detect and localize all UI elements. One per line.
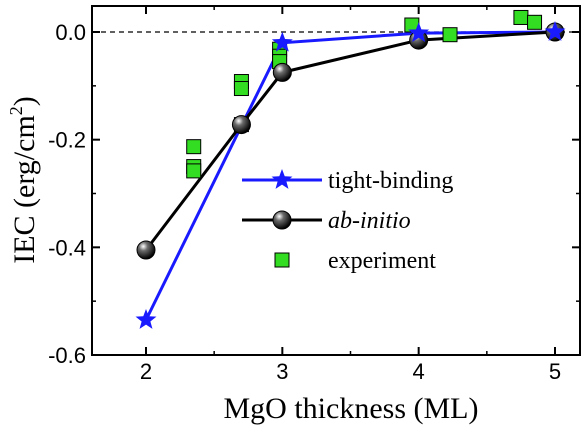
legend-label-experiment: experiment xyxy=(328,248,436,274)
legend-label-ab-initio: ab-initio xyxy=(328,208,411,234)
x-tick-label-4: 4 xyxy=(413,359,425,384)
y-tick-label-0: 0.0 xyxy=(55,20,86,45)
y-tick-label--0.4: -0.4 xyxy=(48,235,86,260)
data-point-experiment-10 xyxy=(442,27,458,43)
data-point-ab-initio-1 xyxy=(231,115,251,135)
legend-sphere-icon xyxy=(272,210,292,230)
y-tick-label--0.6: -0.6 xyxy=(48,343,86,368)
y-axis-title-close: ) xyxy=(8,96,41,106)
x-tick-label-5: 5 xyxy=(549,359,561,384)
x-axis-title: MgO thickness (ML) xyxy=(224,392,479,425)
data-point-tight-binding-3 xyxy=(544,21,566,41)
legend-item-tight-binding: tight-binding xyxy=(242,168,453,194)
x-tick-label-2: 2 xyxy=(140,359,152,384)
legend-item-ab-initio: ab-initio xyxy=(242,208,411,234)
data-point-experiment-11 xyxy=(513,9,529,25)
data-point-ab-initio-0 xyxy=(136,240,156,260)
data-point-experiment-2 xyxy=(186,163,202,179)
y-axis-title: IEC (erg/cm2) xyxy=(6,96,41,264)
series-line-tight-binding xyxy=(144,30,556,321)
data-point-experiment-0 xyxy=(186,139,202,155)
data-point-tight-binding-2 xyxy=(408,22,430,42)
legend-item-experiment: experiment xyxy=(274,248,436,274)
series-markers xyxy=(135,9,566,329)
y-axis-title-superscript: 2 xyxy=(6,106,26,115)
legend-square-icon xyxy=(274,252,290,268)
data-point-ab-initio-2 xyxy=(272,62,292,82)
data-point-tight-binding-1 xyxy=(271,31,293,52)
y-axis-title-main: IEC (erg/cm xyxy=(8,115,41,264)
plot-frame xyxy=(91,5,581,356)
y-tick-label--0.2: -0.2 xyxy=(48,128,86,153)
data-point-tight-binding-0 xyxy=(135,309,157,329)
data-point-experiment-4 xyxy=(233,81,249,97)
legend-label-tight-binding: tight-binding xyxy=(328,168,453,194)
axis-ticks: 2 3 4 5 0.0 -0.2 -0.4 -0.6 xyxy=(48,6,580,384)
data-point-experiment-12 xyxy=(527,14,543,30)
legend-star-icon xyxy=(271,169,293,189)
legend: tight-binding ab-initio experiment xyxy=(242,168,453,274)
x-tick-label-3: 3 xyxy=(276,359,288,384)
